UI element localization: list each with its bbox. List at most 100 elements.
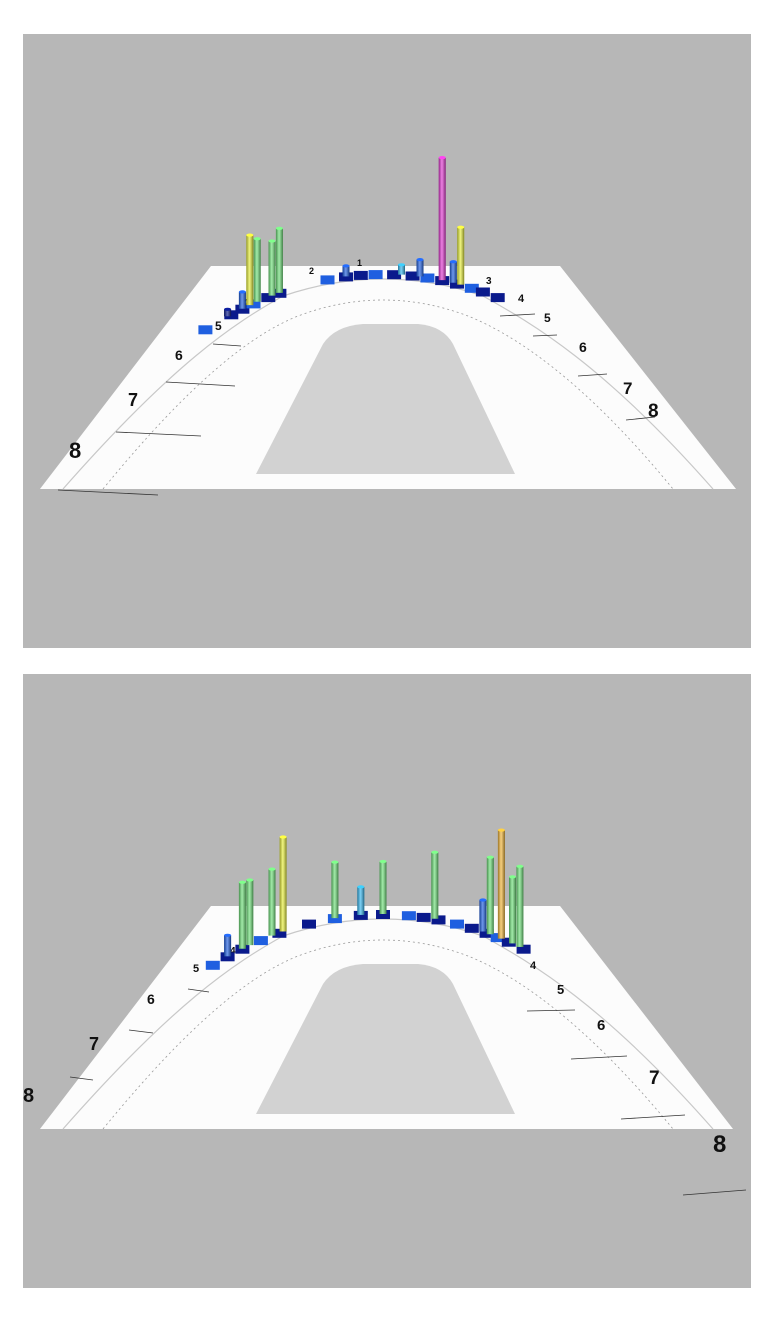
data-bar [379,859,387,914]
bar-shading [268,869,276,936]
tooth-label-right-8: 8 [713,1131,726,1158]
bar-cap [246,233,254,237]
data-bar [279,835,287,932]
bar-shading [246,880,254,946]
tooth-label-left-4: 4 [243,298,249,309]
base-block [516,944,531,954]
arch-chart-bottom: 4 5 6 7 8 4 5 6 7 8 [23,828,747,1196]
base-block [224,310,239,320]
bar-cap [479,898,487,902]
base-block [353,270,368,280]
bar-cap [342,264,350,268]
base-block [376,910,390,919]
bar-cap [279,835,287,839]
base-block [272,288,287,298]
bar-cap [416,258,424,262]
data-bar [224,933,232,957]
data-bar [238,290,246,309]
tooth-label-right-6: 6 [597,1017,605,1034]
tooth-label-right-7: 7 [649,1068,660,1089]
bar-shading [516,866,524,947]
arch-band [62,278,714,490]
bar-cap [224,307,232,311]
bar-cap [331,860,339,864]
tooth-labels-bottom: 4 5 6 7 8 4 5 6 7 8 [23,946,726,1158]
palate [256,964,515,1114]
bar-shading [268,241,276,296]
data-bar [486,855,494,935]
tooth-label-left-5: 5 [215,319,222,333]
base-block [416,912,431,922]
arch-chart-top: 2 4 5 6 7 8 1 3 4 5 6 7 8 [40,156,736,496]
base-block [420,273,435,283]
base-block [302,919,316,929]
bar-cap [246,878,254,882]
arch-band [62,918,714,1130]
bar-shading [275,228,283,293]
tooth-label-left-8: 8 [23,1085,34,1107]
bar-cap [238,290,246,294]
tick-lines-top [57,313,656,496]
base-block [339,272,353,282]
arch-band-inner [102,299,674,490]
bar-cap [398,263,405,267]
bar-shading [438,157,446,281]
base-block [464,283,479,293]
block-layer-bottom [205,910,531,970]
base-block [501,937,516,947]
data-bar [449,260,457,283]
bar-shading [246,235,254,306]
bar-shading [497,830,505,939]
bar-shading [331,862,339,919]
bar-shading [224,309,232,317]
bar-cap [449,260,457,264]
data-bar [268,239,276,296]
tooth-label-left-7: 7 [128,390,138,410]
data-bar [416,258,424,277]
bar-layer-top [224,156,465,317]
palate [256,324,515,474]
bar-shading [457,227,465,285]
base-block [198,325,213,335]
base-block [205,960,220,970]
bar-cap [275,226,283,230]
bar-cap [438,156,446,160]
base-block [464,923,479,933]
bar-cap [497,828,505,832]
bar-cap [457,225,465,229]
base-block [431,915,446,925]
bar-shading [342,265,350,277]
bar-cap [268,867,276,871]
base-block [490,293,505,303]
bar-shading [279,837,287,932]
tick-lines-bottom [69,988,747,1196]
base-block [320,275,335,285]
data-bar [438,156,446,281]
bar-shading [357,886,365,915]
tooth-label-left-5: 5 [193,963,199,975]
data-bar [275,226,283,293]
tooth-label-right-5: 5 [557,982,564,997]
bar-shading [431,852,439,919]
bar-shading [479,900,487,932]
tooth-label-right-4: 4 [518,293,525,305]
base-block [261,293,276,303]
bar-cap [268,239,276,243]
base-block [235,944,250,954]
data-bar [342,264,350,277]
bar-shading [238,882,246,949]
data-bar [479,898,487,932]
bar-shading [449,261,457,283]
data-bar [246,233,254,306]
bar-shading [224,935,232,957]
data-bar [253,237,261,302]
bar-shading [486,857,494,935]
base-block [450,919,464,929]
data-bar [331,860,339,919]
tooth-label-left-7: 7 [89,1034,99,1054]
data-bar [457,225,465,285]
tooth-label-right-6: 6 [579,339,587,355]
bar-shading [398,264,405,275]
bar-shading [253,238,261,302]
base-block [327,914,342,924]
